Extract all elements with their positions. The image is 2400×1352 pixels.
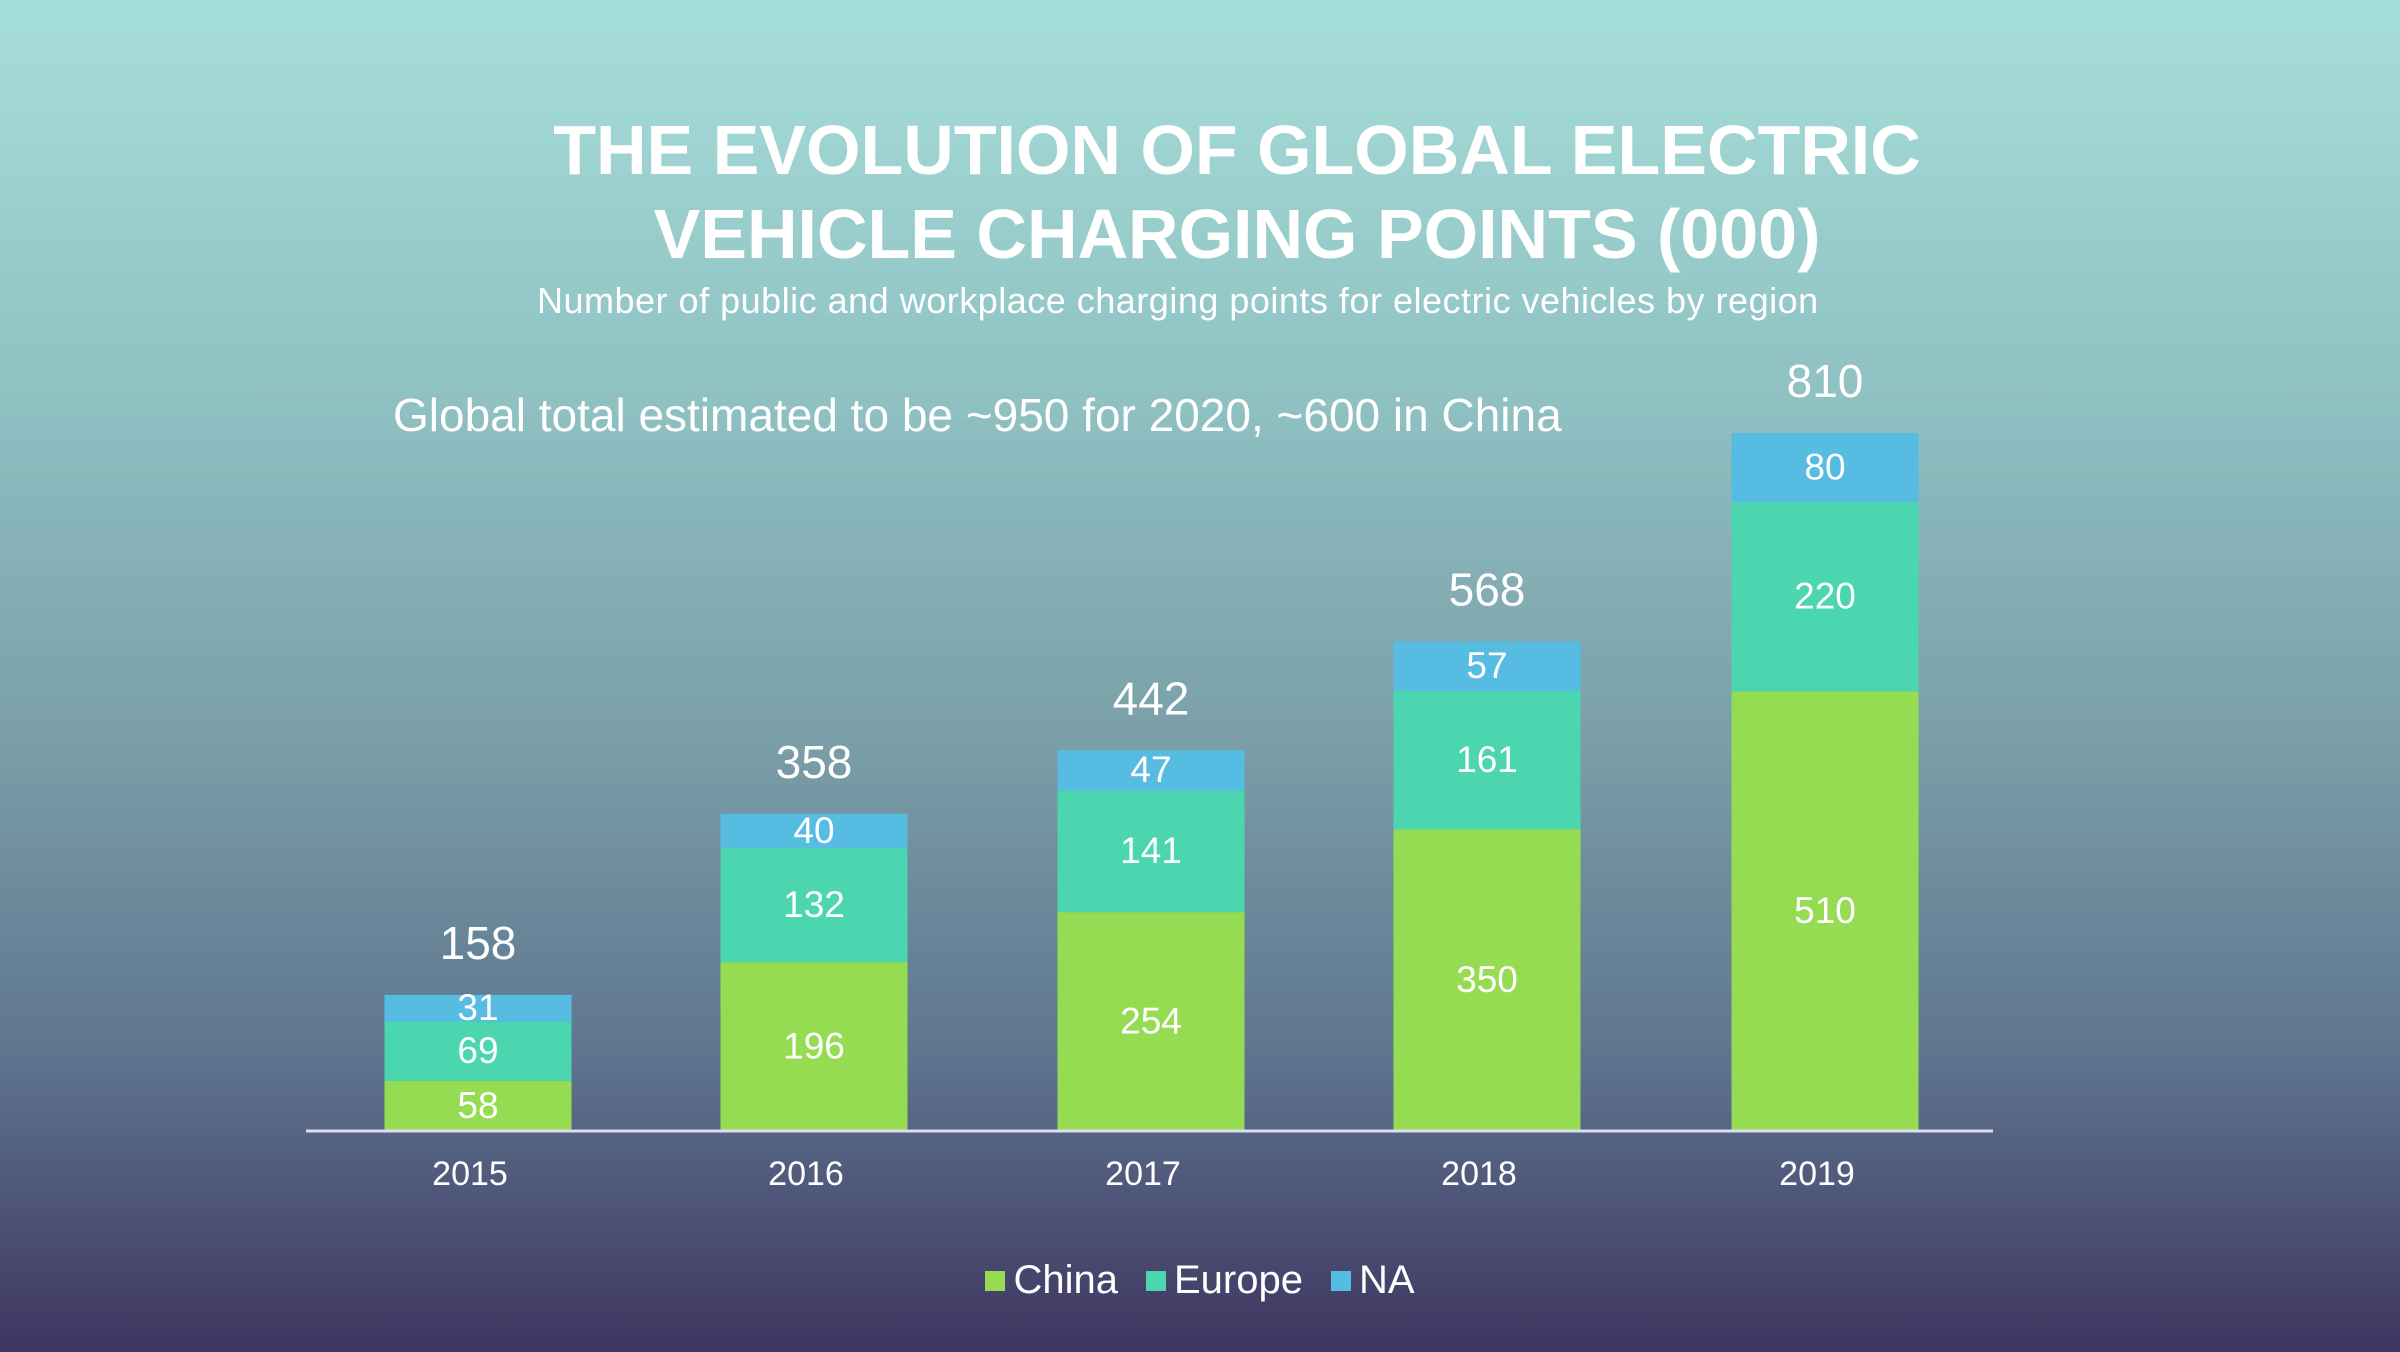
data-label: 254 bbox=[1120, 1000, 1182, 1041]
legend-item: NA bbox=[1330, 1258, 1415, 1303]
data-label: 31 bbox=[457, 987, 498, 1028]
data-label: 141 bbox=[1120, 830, 1182, 871]
legend: China Europe NA bbox=[0, 1258, 2400, 1303]
data-label: 69 bbox=[457, 1030, 498, 1071]
bar-segment bbox=[384, 994, 572, 1022]
x-tick-label: 2015 bbox=[432, 1155, 508, 1193]
x-tick-label: 2019 bbox=[1779, 1155, 1855, 1193]
legend-swatch bbox=[1145, 1270, 1166, 1291]
data-label: 350 bbox=[1456, 959, 1518, 1000]
bar-segment bbox=[1057, 750, 1245, 791]
legend-item: Europe bbox=[1145, 1258, 1303, 1303]
x-tick-label: 2016 bbox=[768, 1155, 844, 1193]
bar-segment bbox=[1393, 690, 1581, 830]
bar-segment bbox=[1393, 641, 1581, 691]
data-label: 161 bbox=[1456, 739, 1518, 780]
bar-segment bbox=[1731, 501, 1919, 692]
bar-segment bbox=[1393, 829, 1581, 1131]
legend-label: China bbox=[1013, 1258, 1118, 1302]
data-label: 47 bbox=[1130, 749, 1171, 790]
total-label: 568 bbox=[1449, 564, 1526, 616]
bar-segment bbox=[384, 1081, 572, 1131]
legend-swatch bbox=[985, 1270, 1006, 1291]
total-label: 810 bbox=[1787, 355, 1864, 407]
bar-segment bbox=[1057, 790, 1245, 913]
legend-swatch bbox=[1330, 1270, 1351, 1291]
bar-segment bbox=[384, 1021, 572, 1082]
data-label: 57 bbox=[1466, 645, 1507, 686]
total-label: 442 bbox=[1113, 672, 1190, 724]
x-tick-label: 2017 bbox=[1105, 1155, 1181, 1193]
data-label: 196 bbox=[783, 1025, 845, 1066]
bar-segment bbox=[1057, 912, 1245, 1131]
data-label: 40 bbox=[793, 810, 834, 851]
data-label: 220 bbox=[1794, 576, 1856, 617]
legend-label: NA bbox=[1358, 1258, 1415, 1302]
legend-item: China bbox=[985, 1258, 1118, 1303]
total-label: 158 bbox=[440, 917, 517, 969]
data-label: 58 bbox=[457, 1085, 498, 1126]
data-label: 80 bbox=[1804, 446, 1845, 487]
chart-title: THE EVOLUTION OF GLOBAL ELECTRIC VEHICLE… bbox=[553, 111, 1921, 273]
x-tick-label: 2018 bbox=[1441, 1155, 1517, 1193]
total-label: 358 bbox=[776, 736, 853, 788]
bar-segment bbox=[720, 848, 908, 963]
bar-segment bbox=[1731, 433, 1919, 502]
bar-segment bbox=[1731, 691, 1919, 1131]
data-label: 132 bbox=[783, 884, 845, 925]
legend-label: Europe bbox=[1173, 1258, 1303, 1302]
bar-segment bbox=[720, 962, 908, 1131]
annotation: Global total estimated to be ~950 for 20… bbox=[393, 389, 1562, 441]
bar-segment bbox=[720, 813, 908, 849]
data-label: 510 bbox=[1794, 890, 1856, 931]
chart-subtitle: Number of public and workplace charging … bbox=[537, 280, 1819, 321]
